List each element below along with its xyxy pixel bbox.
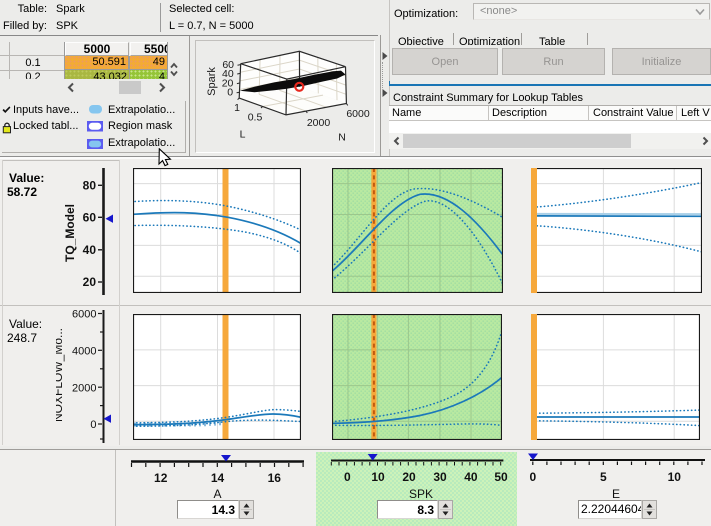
svg-text:20: 20	[83, 275, 97, 289]
svg-text:60: 60	[83, 211, 97, 225]
svg-text:N: N	[338, 132, 346, 144]
svg-text:60: 60	[222, 59, 234, 71]
svg-text:NOXFLOW_Mo...: NOXFLOW_Mo...	[56, 328, 65, 422]
svg-text:0: 0	[529, 470, 536, 484]
svg-text:1: 1	[234, 102, 240, 114]
svg-text:A: A	[213, 487, 221, 500]
svg-text:10: 10	[668, 470, 682, 484]
svg-text:5: 5	[600, 470, 607, 484]
svg-text:0.5: 0.5	[248, 112, 263, 124]
svg-text:E: E	[612, 487, 620, 500]
svg-text:L: L	[240, 129, 246, 141]
svg-text:SPK: SPK	[409, 487, 433, 500]
svg-text:2000: 2000	[72, 382, 96, 394]
svg-text:40: 40	[222, 68, 234, 80]
svg-text:40: 40	[83, 243, 97, 257]
svg-text:14: 14	[211, 471, 225, 485]
svg-text:6000: 6000	[346, 108, 370, 120]
svg-text:16: 16	[268, 471, 282, 485]
svg-text:0: 0	[344, 470, 351, 484]
svg-text:40: 40	[464, 470, 478, 484]
svg-text:30: 30	[433, 470, 447, 484]
svg-text:50: 50	[494, 470, 508, 484]
svg-text:TQ_Model: TQ_Model	[63, 204, 77, 262]
svg-text:0: 0	[90, 419, 96, 431]
svg-text:80: 80	[83, 179, 97, 193]
svg-text:20: 20	[402, 470, 416, 484]
svg-text:2000: 2000	[307, 117, 331, 129]
svg-text:10: 10	[371, 470, 385, 484]
svg-text:0: 0	[227, 87, 233, 99]
svg-text:4000: 4000	[72, 345, 96, 357]
svg-text:20: 20	[222, 78, 234, 90]
svg-text:12: 12	[154, 471, 168, 485]
svg-text:Spark: Spark	[206, 67, 218, 96]
svg-text:6000: 6000	[72, 309, 96, 321]
